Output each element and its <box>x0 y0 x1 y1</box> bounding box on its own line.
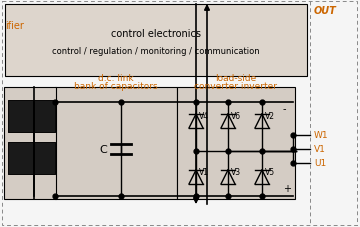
Text: bank of capacitors: bank of capacitors <box>74 82 158 91</box>
Text: V2: V2 <box>265 112 275 121</box>
Text: control / regulation / monitoring / communication: control / regulation / monitoring / comm… <box>52 47 260 56</box>
Text: V6: V6 <box>231 112 241 121</box>
Text: V4: V4 <box>199 112 209 121</box>
Text: W1: W1 <box>314 131 329 140</box>
Text: -: - <box>283 104 287 114</box>
Text: V5: V5 <box>265 168 275 177</box>
Bar <box>177 88 295 199</box>
Text: U1: U1 <box>314 159 326 168</box>
Text: V3: V3 <box>231 168 241 177</box>
Text: control electronics: control electronics <box>111 29 201 39</box>
Text: d.c. link: d.c. link <box>98 74 134 83</box>
Bar <box>8 101 55 132</box>
Text: C: C <box>99 144 107 154</box>
Bar <box>4 88 56 199</box>
Bar <box>55 88 177 199</box>
Text: V1: V1 <box>199 168 209 177</box>
Bar <box>8 142 55 174</box>
Bar <box>8 142 55 174</box>
Text: converter inverter: converter inverter <box>194 82 278 91</box>
Bar <box>5 5 307 77</box>
Bar <box>8 101 55 132</box>
Text: load-side: load-side <box>215 74 257 83</box>
Text: ifier: ifier <box>5 21 24 31</box>
Text: +: + <box>283 183 291 193</box>
Text: OUT: OUT <box>314 6 337 16</box>
Text: V1: V1 <box>314 145 326 154</box>
